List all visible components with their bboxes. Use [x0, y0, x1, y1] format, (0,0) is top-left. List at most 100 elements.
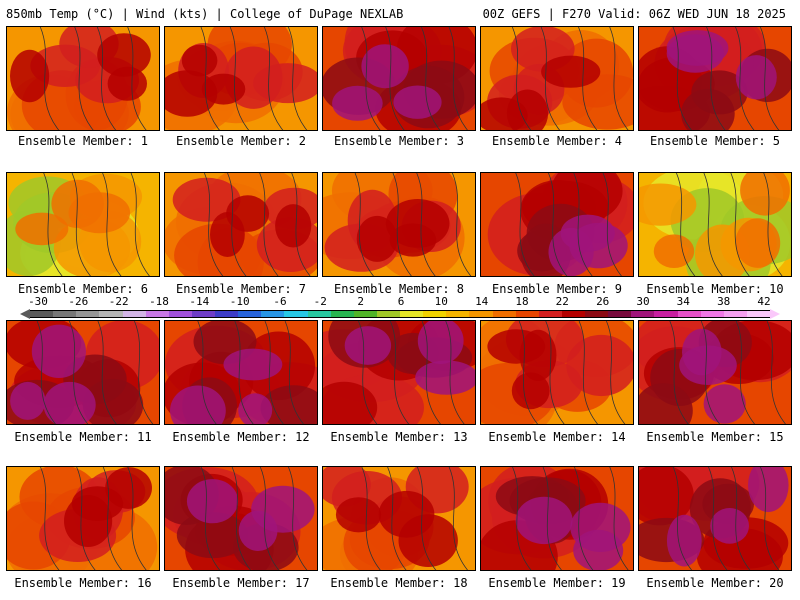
temperature-blob	[97, 33, 151, 77]
ensemble-member-label: Ensemble Member: 18	[330, 576, 468, 590]
colorbar-swatch	[30, 310, 54, 318]
height-contour	[358, 321, 378, 424]
colorbar-swatch	[585, 310, 609, 318]
colorbar-swatch	[446, 310, 470, 318]
ensemble-member-map	[322, 320, 476, 425]
height-contour	[542, 467, 563, 570]
temperature-blob	[515, 496, 573, 545]
ensemble-member-label: Ensemble Member: 4	[491, 134, 623, 148]
ensemble-member-map	[322, 172, 476, 277]
colorbar-left-arrow	[20, 309, 30, 319]
ensemble-member-map	[480, 320, 634, 425]
temperature-blob	[710, 508, 749, 544]
height-contour	[234, 321, 254, 424]
colorbar-swatch	[191, 310, 216, 318]
colorbar-swatch	[746, 310, 771, 318]
temperature-field	[323, 321, 475, 424]
colorbar-swatch	[76, 310, 100, 318]
colorbar-tick-label: 18	[515, 295, 529, 308]
ensemble-member-map	[6, 466, 160, 571]
height-contour	[127, 467, 147, 570]
temperature-blob	[682, 328, 722, 376]
colorbar-tick-label: -18	[149, 295, 169, 308]
temperature-field	[165, 467, 317, 570]
ensemble-member-label: Ensemble Member: 6	[17, 282, 149, 296]
height-contour	[229, 27, 250, 130]
height-contour	[452, 173, 472, 276]
ensemble-member-map	[480, 172, 634, 277]
height-contour	[127, 27, 147, 130]
colorbar-tick-label: -10	[229, 295, 250, 308]
colorbar-swatch	[215, 310, 239, 318]
ensemble-member-map	[480, 26, 634, 131]
temperature-blob	[165, 70, 218, 117]
temperature-blob	[639, 183, 697, 226]
ensemble-member-label: Ensemble Member: 16	[14, 576, 152, 590]
temperature-field	[323, 27, 475, 130]
height-contour	[760, 467, 780, 570]
height-contour	[130, 173, 151, 276]
temperature-field	[481, 321, 633, 424]
height-contour	[43, 173, 63, 276]
height-contour	[200, 467, 221, 570]
temperature-field	[323, 173, 475, 276]
temperature-blob	[275, 204, 312, 248]
temperature-field	[7, 173, 159, 276]
temperature-field	[165, 321, 317, 424]
height-contour	[264, 321, 284, 424]
temperature-blob	[639, 383, 693, 424]
height-contour	[102, 467, 123, 570]
temperature-blob	[15, 212, 69, 246]
height-contour	[291, 173, 311, 276]
height-contour	[354, 173, 375, 276]
temperature-blob	[223, 348, 283, 381]
height-contour	[71, 173, 92, 276]
height-contour	[448, 467, 469, 570]
temperature-blob	[740, 173, 790, 216]
temperature-blob	[735, 218, 781, 268]
ensemble-member-label: Ensemble Member: 7	[175, 282, 307, 296]
height-contour	[609, 467, 629, 570]
colorbar-tick-label: -2	[313, 295, 327, 308]
colorbar-swatch	[376, 310, 401, 318]
height-contour	[40, 467, 60, 570]
ensemble-member-map	[638, 26, 792, 131]
temperature-field	[165, 173, 317, 276]
temperature-blob	[53, 217, 131, 276]
ensemble-member-label: Ensemble Member: 19	[488, 576, 626, 590]
ensemble-member-map	[638, 466, 792, 571]
temperature-blob	[186, 479, 239, 524]
colorbar-tick-label: 34	[676, 295, 690, 308]
colorbar-swatch	[608, 310, 632, 318]
ensemble-member-label: Ensemble Member: 13	[330, 430, 468, 444]
temperature-blob	[511, 372, 550, 410]
height-contour	[259, 173, 279, 276]
temperature-blob	[344, 326, 392, 365]
ensemble-member-map	[638, 320, 792, 425]
temperature-field	[323, 467, 475, 570]
height-contour	[706, 27, 726, 130]
ensemble-member-map	[164, 172, 318, 277]
height-contour	[204, 173, 224, 276]
ensemble-member-label: Ensemble Member: 20	[646, 576, 784, 590]
temperature-blob	[569, 222, 628, 269]
colorbar-tick-label: 22	[555, 295, 569, 308]
colorbar-swatch	[307, 310, 332, 318]
temperature-blob	[181, 44, 218, 77]
colorbar-tick-label: 38	[717, 295, 731, 308]
colorbar-swatch	[353, 310, 378, 318]
height-contour	[361, 27, 381, 130]
height-contour	[766, 321, 787, 424]
temperature-field	[481, 467, 633, 570]
temperature-blob	[487, 329, 546, 364]
temperature-blob	[210, 212, 245, 257]
height-contour	[518, 321, 539, 424]
colorbar-tick-label: 14	[475, 295, 489, 308]
map-title: 850mb Temp (°C) | Wind (kts) | College o…	[6, 7, 404, 21]
height-contour	[200, 27, 220, 130]
temperature-blob	[566, 334, 633, 397]
temperature-blob	[332, 85, 383, 121]
temperature-blob	[639, 467, 694, 526]
temperature-blob	[176, 512, 249, 559]
colorbar-tick-label: 30	[636, 295, 650, 308]
